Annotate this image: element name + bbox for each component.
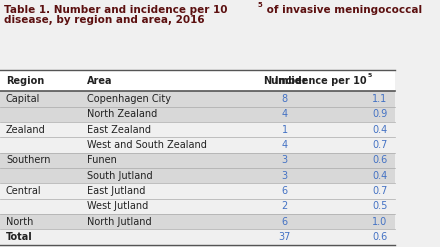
Text: 0.7: 0.7 — [372, 186, 387, 196]
Text: 0.4: 0.4 — [372, 171, 387, 181]
Text: Southern: Southern — [6, 155, 51, 165]
FancyBboxPatch shape — [0, 70, 396, 91]
Text: 3: 3 — [282, 171, 288, 181]
Text: Incidence per 10: Incidence per 10 — [275, 76, 367, 86]
Text: 3: 3 — [282, 155, 288, 165]
Text: 5: 5 — [257, 2, 262, 8]
Text: 2: 2 — [282, 201, 288, 211]
Text: North Zealand: North Zealand — [87, 109, 157, 119]
Text: East Zealand: East Zealand — [87, 125, 151, 135]
FancyBboxPatch shape — [0, 229, 396, 245]
Text: Central: Central — [6, 186, 41, 196]
FancyBboxPatch shape — [0, 91, 396, 107]
Text: 0.6: 0.6 — [372, 232, 387, 242]
Text: 6: 6 — [282, 186, 288, 196]
FancyBboxPatch shape — [0, 214, 396, 229]
FancyBboxPatch shape — [0, 137, 396, 153]
FancyBboxPatch shape — [0, 168, 396, 183]
Text: 5: 5 — [368, 73, 372, 79]
Text: West and South Zealand: West and South Zealand — [87, 140, 207, 150]
Text: 0.5: 0.5 — [372, 201, 387, 211]
Text: East Jutland: East Jutland — [87, 186, 145, 196]
Text: 4: 4 — [282, 140, 288, 150]
Text: 1: 1 — [282, 125, 288, 135]
Text: 0.9: 0.9 — [372, 109, 387, 119]
Text: 4: 4 — [282, 109, 288, 119]
Text: 0.6: 0.6 — [372, 155, 387, 165]
Text: 8: 8 — [282, 94, 288, 104]
Text: South Jutland: South Jutland — [87, 171, 153, 181]
FancyBboxPatch shape — [0, 153, 396, 168]
FancyBboxPatch shape — [0, 183, 396, 199]
FancyBboxPatch shape — [0, 107, 396, 122]
Text: West Jutland: West Jutland — [87, 201, 148, 211]
Text: disease, by region and area, 2016: disease, by region and area, 2016 — [4, 15, 205, 25]
FancyBboxPatch shape — [0, 122, 396, 137]
Text: 1.0: 1.0 — [372, 217, 387, 226]
Text: Capital: Capital — [6, 94, 40, 104]
Text: Total: Total — [6, 232, 33, 242]
Text: Table 1. Number and incidence per 10: Table 1. Number and incidence per 10 — [4, 5, 227, 15]
Text: 0.4: 0.4 — [372, 125, 387, 135]
Text: Number: Number — [263, 76, 307, 86]
Text: North: North — [6, 217, 33, 226]
Text: 0.7: 0.7 — [372, 140, 387, 150]
Text: Zealand: Zealand — [6, 125, 46, 135]
Text: North Jutland: North Jutland — [87, 217, 152, 226]
Text: 6: 6 — [282, 217, 288, 226]
Text: Copenhagen City: Copenhagen City — [87, 94, 171, 104]
Text: Region: Region — [6, 76, 44, 86]
Text: Area: Area — [87, 76, 113, 86]
Text: Funen: Funen — [87, 155, 117, 165]
Text: 37: 37 — [279, 232, 291, 242]
FancyBboxPatch shape — [0, 199, 396, 214]
Text: of invasive meningococcal: of invasive meningococcal — [263, 5, 422, 15]
Text: 1.1: 1.1 — [372, 94, 387, 104]
